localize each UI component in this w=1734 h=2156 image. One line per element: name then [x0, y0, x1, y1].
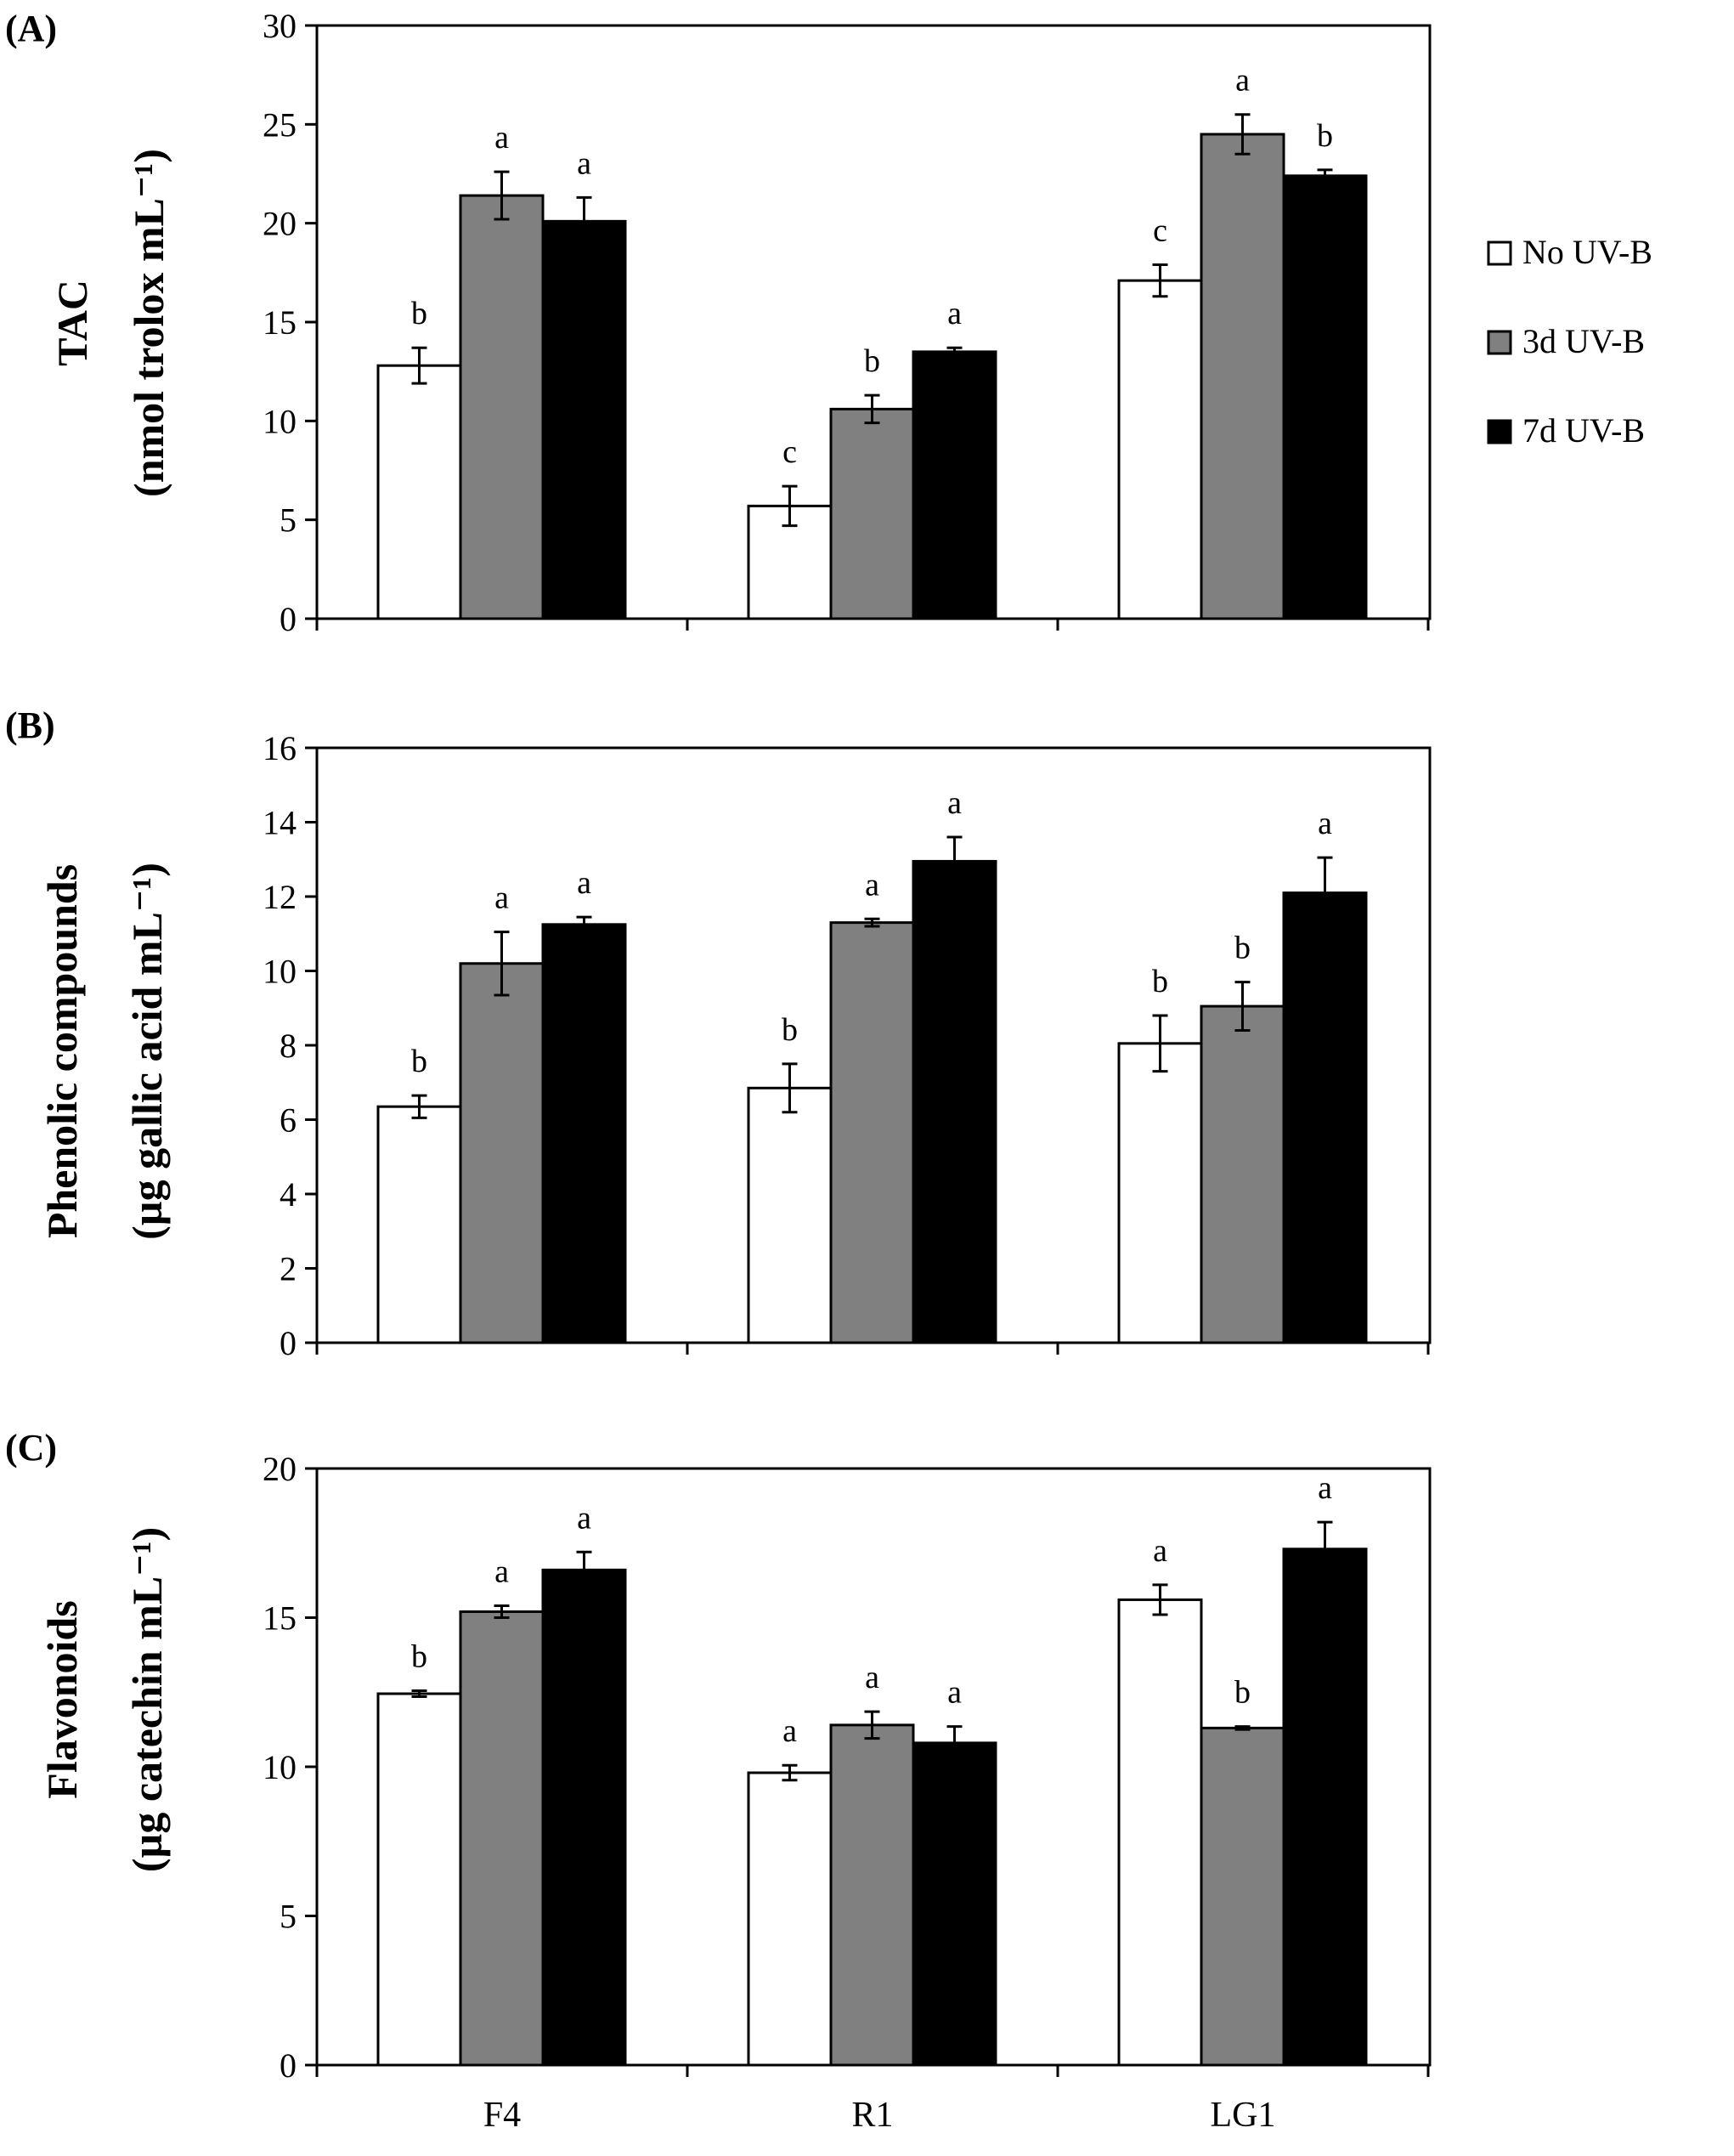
y-tick-label: 20 — [263, 1450, 297, 1488]
bar-no-uvb-r1 — [747, 1086, 833, 1344]
bar-3d-uvb-f4 — [459, 1610, 545, 2067]
y-tick-label: 6 — [280, 1101, 297, 1140]
significance-letter: b — [1234, 931, 1251, 966]
legend-label-3d-uvb: 3d UV-B — [1522, 322, 1645, 360]
significance-letter: b — [1317, 118, 1333, 154]
bar-no-uvb-lg1 — [1117, 279, 1203, 620]
significance-letter: a — [865, 1660, 879, 1695]
bar-7d-uvb-lg1 — [1282, 891, 1368, 1344]
y-tick-label: 30 — [263, 7, 297, 45]
panel-c-ylabel-line2: (µg catechin mL⁻¹) — [123, 1527, 171, 1872]
bar-3d-uvb-lg1 — [1200, 1004, 1285, 1344]
bar-3d-uvb-lg1 — [1200, 133, 1285, 620]
panel-b-ylabel-line2: (µg gallic acid mL⁻¹) — [123, 863, 171, 1240]
x-category-label-lg1: LG1 — [1211, 2096, 1276, 2135]
significance-letter: a — [1153, 1533, 1167, 1569]
bar-3d-uvb-r1 — [829, 921, 915, 1344]
bar-7d-uvb-r1 — [912, 350, 997, 620]
bar-no-uvb-lg1 — [1117, 1598, 1203, 2067]
bar-7d-uvb-f4 — [541, 1568, 627, 2067]
y-tick-label: 14 — [263, 804, 297, 842]
panel-b-ylabel-line1: Phenolic compounds — [38, 864, 86, 1238]
bar-no-uvb-f4 — [376, 364, 462, 620]
legend-swatch-no-uvb — [1487, 240, 1512, 266]
y-tick-label: 15 — [263, 1599, 297, 1638]
y-tick-label: 5 — [280, 501, 297, 540]
significance-letter: a — [1318, 1470, 1332, 1506]
bar-3d-uvb-lg1 — [1200, 1726, 1285, 2067]
panel-b-label: (B) — [5, 705, 55, 746]
panel-b: (B) Phenolic compounds (µg gallic acid m… — [5, 705, 1432, 1362]
bar-3d-uvb-r1 — [829, 1723, 915, 2067]
bar-7d-uvb-f4 — [541, 923, 627, 1344]
y-tick-label: 12 — [263, 878, 297, 916]
panel-c-ylabel-line1: Flavonoids — [38, 1600, 86, 1798]
bar-7d-uvb-r1 — [912, 1741, 997, 2067]
legend-label-7d-uvb: 7d UV-B — [1522, 411, 1645, 450]
legend: No UV-B 3d UV-B 7d UV-B — [1487, 233, 1652, 450]
significance-letter: b — [411, 1044, 427, 1079]
significance-letter: a — [1235, 63, 1250, 99]
significance-letter: b — [864, 343, 880, 379]
legend-label-no-uvb: No UV-B — [1522, 233, 1652, 271]
significance-letter: a — [947, 785, 962, 821]
y-tick-label: 15 — [263, 303, 297, 342]
bar-3d-uvb-f4 — [459, 194, 545, 620]
bar-3d-uvb-r1 — [829, 407, 915, 620]
significance-letter: a — [947, 296, 962, 331]
significance-letter: a — [577, 865, 591, 901]
x-category-label-f4: F4 — [483, 2096, 521, 2135]
significance-letter: b — [1234, 1675, 1251, 1711]
significance-letter: a — [577, 145, 591, 181]
bar-no-uvb-lg1 — [1117, 1042, 1203, 1344]
bar-7d-uvb-r1 — [912, 859, 997, 1344]
panel-a: (A) TAC (nmol trolox mL⁻¹) 0 5 10 15 20 25 30 b… — [5, 7, 1432, 638]
x-category-label-r1: R1 — [851, 2096, 893, 2135]
panel-a-ylabel-line2: (nmol trolox mL⁻¹) — [125, 149, 172, 497]
bar-no-uvb-r1 — [747, 1771, 833, 2067]
y-tick-label: 2 — [280, 1250, 297, 1288]
significance-letter: a — [1318, 806, 1332, 841]
significance-letter: a — [947, 1675, 962, 1711]
legend-swatch-3d-uvb — [1487, 330, 1512, 355]
bar-no-uvb-f4 — [376, 1692, 462, 2067]
significance-letter: a — [782, 1713, 797, 1749]
significance-letter: b — [411, 1638, 427, 1674]
significance-letter: c — [782, 434, 797, 470]
y-tick-label: 0 — [280, 600, 297, 638]
y-tick-label: 0 — [280, 1324, 297, 1362]
significance-letter: b — [1152, 964, 1168, 999]
significance-letter: c — [1153, 213, 1167, 249]
bar-7d-uvb-f4 — [541, 219, 627, 620]
significance-letter: a — [865, 867, 879, 903]
significance-letter: b — [411, 296, 427, 331]
significance-letter: a — [494, 1553, 509, 1589]
bar-7d-uvb-lg1 — [1282, 1548, 1368, 2067]
significance-letter: a — [494, 120, 509, 156]
panel-a-label: (A) — [5, 8, 57, 49]
panel-a-ylabel-line1: TAC — [48, 280, 96, 366]
y-tick-label: 25 — [263, 105, 297, 144]
bar-no-uvb-f4 — [376, 1105, 462, 1344]
bar-7d-uvb-lg1 — [1282, 174, 1368, 620]
y-tick-label: 4 — [280, 1175, 297, 1214]
y-tick-label: 10 — [263, 953, 297, 991]
y-tick-label: 5 — [280, 1898, 297, 1936]
bar-3d-uvb-f4 — [459, 962, 545, 1344]
panel-c: (C) Flavonoids (µg catechin mL⁻¹) 0 5 10 15… — [5, 1427, 1432, 2135]
y-tick-label: 8 — [280, 1027, 297, 1065]
y-tick-label: 16 — [263, 729, 297, 767]
y-tick-label: 10 — [263, 1748, 297, 1786]
y-tick-label: 0 — [280, 2046, 297, 2085]
y-tick-label: 20 — [263, 205, 297, 243]
significance-letter: b — [782, 1012, 798, 1048]
panel-c-label: (C) — [5, 1427, 57, 1468]
legend-swatch-7d-uvb — [1487, 419, 1512, 444]
significance-letter: a — [577, 1500, 591, 1536]
significance-letter: a — [494, 880, 509, 916]
y-tick-label: 10 — [263, 402, 297, 440]
